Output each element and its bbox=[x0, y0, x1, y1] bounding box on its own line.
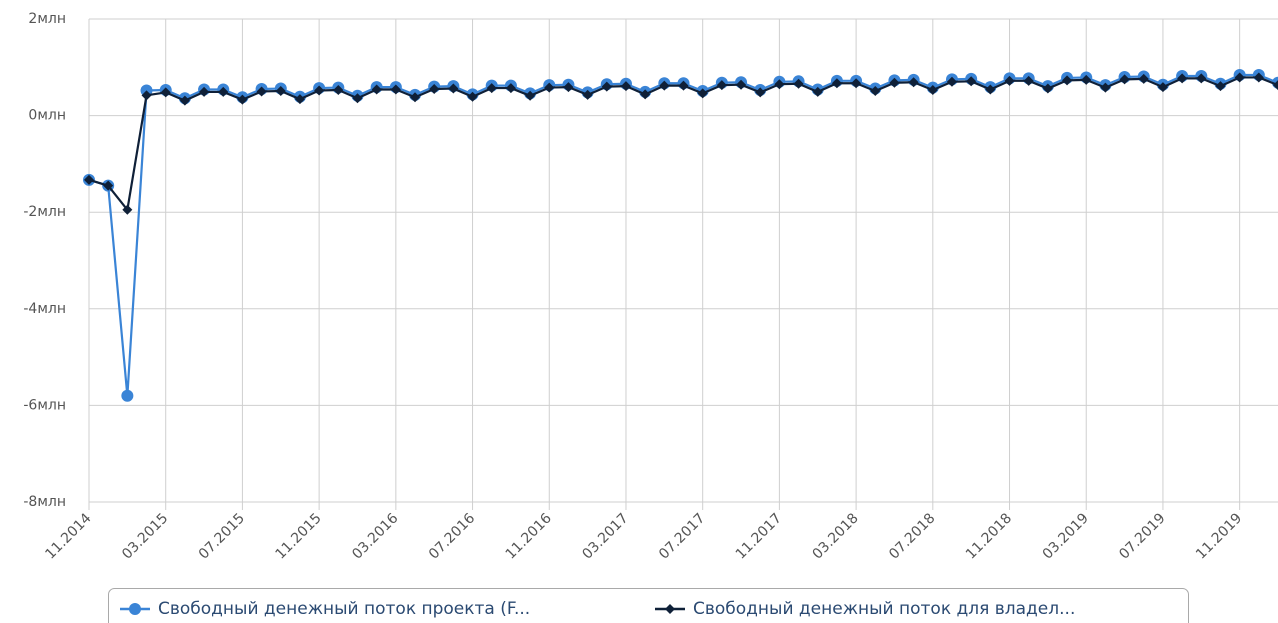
point bbox=[1215, 81, 1226, 92]
point bbox=[1119, 74, 1130, 85]
point bbox=[179, 95, 190, 106]
point bbox=[1157, 82, 1168, 93]
x-tick-label: 07.2019 bbox=[1116, 510, 1168, 562]
point bbox=[333, 85, 344, 96]
point bbox=[1273, 80, 1278, 91]
point bbox=[774, 79, 785, 90]
point bbox=[1177, 73, 1188, 84]
y-tick-label: -6млн bbox=[23, 397, 66, 413]
x-tick-label: 07.2017 bbox=[656, 510, 708, 562]
point bbox=[84, 174, 94, 185]
point bbox=[160, 87, 171, 98]
y-tick-label: 2млн bbox=[28, 11, 66, 27]
y-tick-label: -4млн bbox=[23, 301, 66, 317]
point bbox=[851, 78, 862, 89]
point bbox=[678, 80, 689, 91]
x-tick-label: 11.2018 bbox=[963, 510, 1015, 562]
point bbox=[352, 93, 363, 104]
series-line bbox=[88, 76, 1278, 211]
point bbox=[582, 89, 593, 100]
point bbox=[390, 84, 401, 95]
x-tick-label: 11.2016 bbox=[503, 510, 555, 562]
point bbox=[889, 77, 900, 88]
point bbox=[1042, 83, 1053, 94]
point bbox=[620, 81, 631, 92]
x-tick-label: 11.2014 bbox=[42, 510, 94, 562]
point bbox=[505, 83, 516, 94]
point bbox=[1062, 75, 1073, 86]
point bbox=[755, 87, 766, 98]
point bbox=[812, 86, 823, 97]
point bbox=[640, 89, 651, 100]
x-tick-label: 11.2019 bbox=[1193, 510, 1245, 562]
x-tick-label: 11.2017 bbox=[733, 510, 785, 562]
point bbox=[908, 77, 919, 88]
point bbox=[525, 90, 536, 101]
point bbox=[486, 83, 497, 94]
point bbox=[927, 85, 938, 96]
x-tick-label: 03.2019 bbox=[1040, 510, 1092, 562]
point bbox=[697, 88, 708, 99]
point bbox=[1100, 82, 1111, 93]
y-tick-label: 0млн bbox=[28, 108, 66, 124]
point bbox=[122, 204, 133, 215]
legend-label: Свободный денежный поток проекта (F... bbox=[158, 599, 530, 619]
point bbox=[467, 91, 478, 102]
legend-item: Свободный денежный поток проекта (F... bbox=[120, 599, 530, 619]
point bbox=[294, 94, 305, 105]
point bbox=[448, 83, 459, 94]
point bbox=[659, 80, 670, 91]
point bbox=[429, 84, 440, 95]
x-tick-label: 03.2018 bbox=[809, 510, 861, 562]
point bbox=[870, 85, 881, 96]
point bbox=[275, 85, 286, 96]
point bbox=[1196, 73, 1207, 84]
point bbox=[256, 86, 267, 97]
x-tick-label: 07.2018 bbox=[886, 510, 938, 562]
point bbox=[314, 85, 325, 96]
y-tick-label: -8млн bbox=[23, 494, 66, 510]
point bbox=[716, 80, 727, 91]
x-tick-label: 07.2016 bbox=[426, 510, 478, 562]
point bbox=[199, 86, 210, 97]
legend-symbol bbox=[129, 603, 141, 615]
point bbox=[1138, 73, 1149, 84]
point bbox=[1234, 72, 1245, 83]
point bbox=[946, 76, 957, 87]
point bbox=[1081, 74, 1092, 85]
point bbox=[1253, 72, 1264, 83]
legend-symbol bbox=[665, 604, 675, 614]
point bbox=[736, 79, 747, 90]
point bbox=[1004, 75, 1015, 86]
point bbox=[410, 92, 421, 103]
x-tick-label: 07.2015 bbox=[196, 510, 248, 562]
y-tick-label: -2млн bbox=[23, 204, 66, 220]
point bbox=[218, 86, 229, 97]
x-tick-label: 03.2015 bbox=[119, 510, 171, 562]
point bbox=[121, 389, 134, 402]
point bbox=[141, 90, 152, 101]
x-tick-label: 03.2016 bbox=[349, 510, 401, 562]
point bbox=[966, 76, 977, 87]
point bbox=[601, 81, 612, 92]
point bbox=[103, 180, 114, 191]
point bbox=[1023, 75, 1034, 86]
x-tick-label: 03.2017 bbox=[579, 510, 631, 562]
point bbox=[563, 82, 574, 93]
point bbox=[237, 94, 248, 105]
legend-item: Свободный денежный поток для владел... bbox=[655, 599, 1075, 619]
x-tick-label: 11.2015 bbox=[273, 510, 325, 562]
legend-box bbox=[108, 588, 1189, 623]
legend-label: Свободный денежный поток для владел... bbox=[693, 599, 1075, 619]
series-line bbox=[88, 73, 1278, 397]
point bbox=[371, 84, 382, 95]
point bbox=[544, 82, 555, 93]
point bbox=[985, 84, 996, 95]
point bbox=[831, 78, 842, 89]
point bbox=[793, 78, 804, 89]
